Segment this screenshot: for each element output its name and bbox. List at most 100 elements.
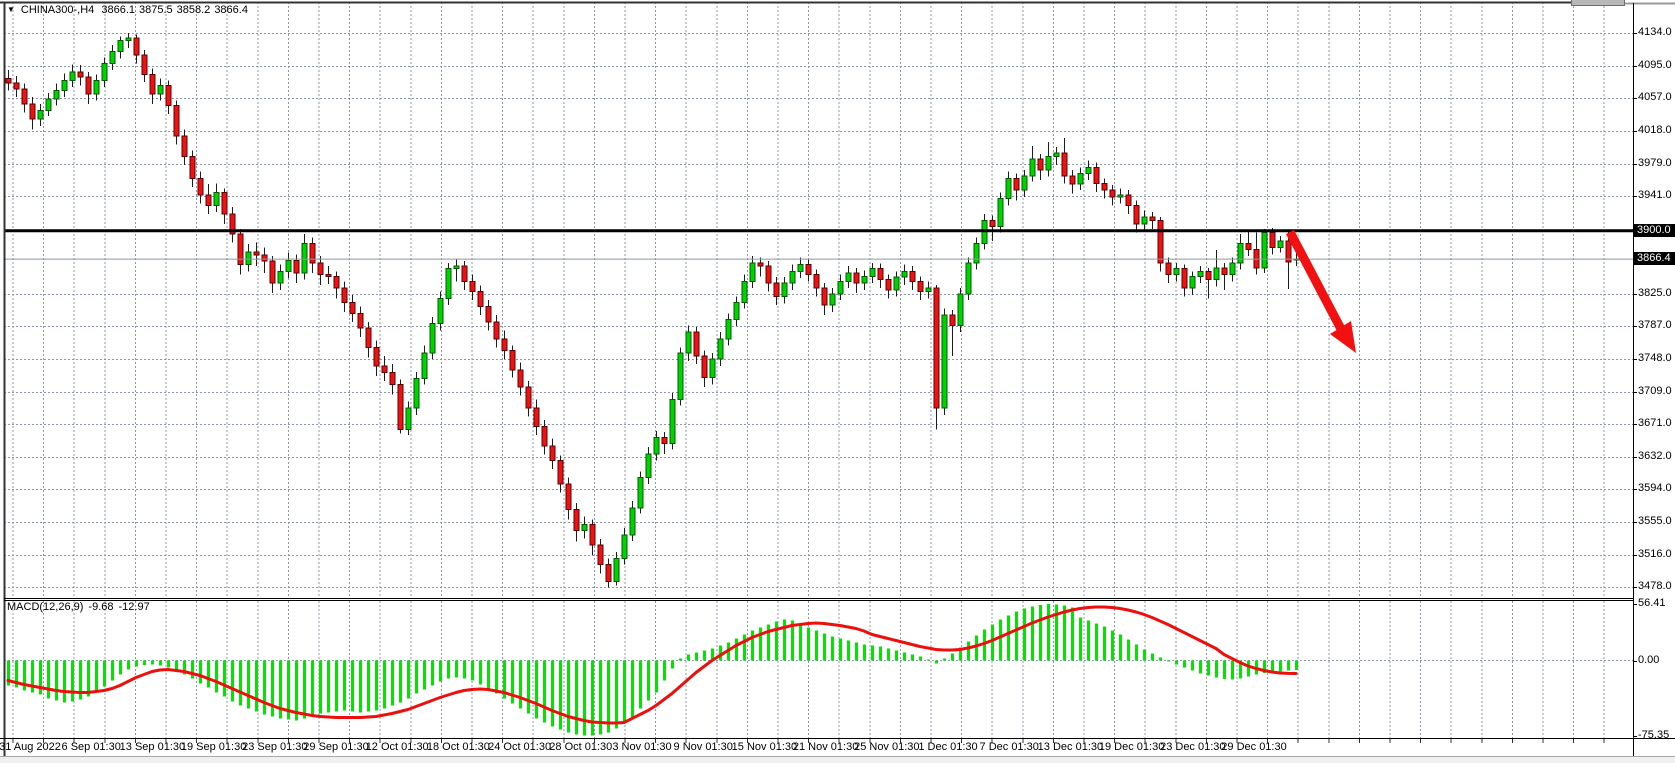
macd-bar [495, 660, 498, 694]
macd-bar [1199, 660, 1202, 674]
macd-bar [911, 654, 914, 661]
candle-body [37, 110, 44, 120]
macd-bar [615, 660, 618, 729]
candle-body [1093, 166, 1100, 184]
price-axis-label: 4057.0 [1638, 91, 1672, 104]
candle-body [733, 302, 740, 320]
candle-body [1229, 262, 1236, 276]
candle-body [173, 105, 180, 137]
macd-bar [751, 630, 754, 661]
macd-bar [711, 648, 714, 661]
candle-body [213, 192, 220, 206]
candle-body [573, 509, 580, 532]
macd-bar [999, 619, 1002, 661]
candle-body [797, 264, 804, 272]
candle-body [1245, 242, 1252, 250]
symbol-dropdown-icon[interactable]: ▼ [7, 5, 15, 14]
candle-body [557, 460, 564, 485]
macd-bar [223, 660, 226, 697]
time-axis-label: 29 Sep 01:30 [303, 741, 369, 753]
candle-body [525, 386, 532, 409]
macd-bar [311, 660, 314, 717]
candle-body [965, 262, 972, 295]
candle-body [301, 242, 308, 274]
trend-arrow-annotation[interactable] [1286, 229, 1356, 353]
candle-body [629, 507, 636, 536]
macd-bar [103, 660, 106, 687]
macd-bar [799, 624, 802, 661]
candle-body [549, 445, 556, 462]
macd-bar [1015, 611, 1018, 661]
candle-body [1133, 204, 1140, 225]
macd-bar [1295, 660, 1298, 671]
macd-bar [143, 660, 146, 665]
macd-bar [759, 627, 762, 661]
candle-body [437, 297, 444, 325]
candle-body [933, 287, 940, 409]
macd-bar [79, 660, 82, 700]
candle-body [85, 76, 92, 95]
macd-bar [159, 660, 162, 666]
macd-bar [1095, 623, 1098, 661]
candle-body [1205, 270, 1212, 281]
macd-bar [1119, 634, 1122, 661]
macd-bar [719, 645, 722, 661]
macd-bar [63, 660, 66, 703]
macd-bar [239, 660, 242, 706]
candle-body [381, 365, 388, 374]
macd-bar [1239, 660, 1242, 679]
macd-bar [943, 658, 946, 661]
candle-body [749, 262, 756, 282]
price-axis-label: 3671.0 [1638, 417, 1672, 430]
macd-bar [807, 627, 810, 661]
candle-body [637, 476, 644, 509]
macd-bar [39, 660, 42, 695]
candle-body [677, 352, 684, 401]
candle-body [813, 274, 820, 289]
candle-body [1261, 231, 1268, 269]
macd-bar [703, 650, 706, 661]
macd-bar [639, 660, 642, 709]
time-axis-label: 24 Oct 01:30 [488, 741, 552, 753]
macd-bar [271, 660, 274, 717]
price-scale[interactable]: 4134.0 4095.0 4057.0 4018.0 3979.0 3941.0 3825… [1633, 0, 1675, 741]
macd-bar [647, 660, 650, 701]
time-axis-label: 12 Oct 01:30 [365, 741, 429, 753]
price-axis-label: 3709.0 [1638, 385, 1672, 398]
candle-body [389, 372, 396, 385]
macd-bar [87, 660, 90, 697]
macd-bar [1063, 605, 1066, 661]
macd-bar [463, 660, 466, 679]
candle-body [1029, 158, 1036, 177]
macd-bar [303, 660, 306, 719]
candle-body [293, 259, 300, 274]
candle-body [877, 268, 884, 281]
arrow-head-icon [1330, 321, 1356, 353]
candle-body [1037, 158, 1044, 171]
candle-body [93, 79, 100, 95]
macd-bar [415, 660, 418, 694]
time-axis-label: 6 Sep 01:30 [61, 741, 121, 753]
candle-body [101, 62, 108, 81]
candle-body [1021, 175, 1028, 191]
macd-bar [327, 660, 330, 713]
candle-body [949, 314, 956, 326]
candle-body [141, 54, 148, 75]
candle-body [533, 407, 540, 428]
macd-bar [1231, 660, 1234, 680]
time-axis-label: 3 Nov 01:30 [612, 741, 672, 753]
candle-body [117, 40, 124, 53]
macd-bar [847, 640, 850, 661]
macd-bar [671, 660, 674, 669]
macd-bar [527, 660, 530, 714]
macd-bar [543, 660, 546, 723]
time-scale[interactable]: 31 Aug 2022 6 Sep 01:30 13 Sep 01:30 19 Sep… [0, 739, 1675, 756]
macd-bar [7, 660, 10, 686]
macd-bar [135, 660, 138, 667]
time-axis-label: 13 Dec 01:30 [1037, 741, 1104, 753]
candle-body [309, 242, 316, 264]
macd-bar [1279, 660, 1282, 672]
macd-bar [279, 660, 282, 719]
